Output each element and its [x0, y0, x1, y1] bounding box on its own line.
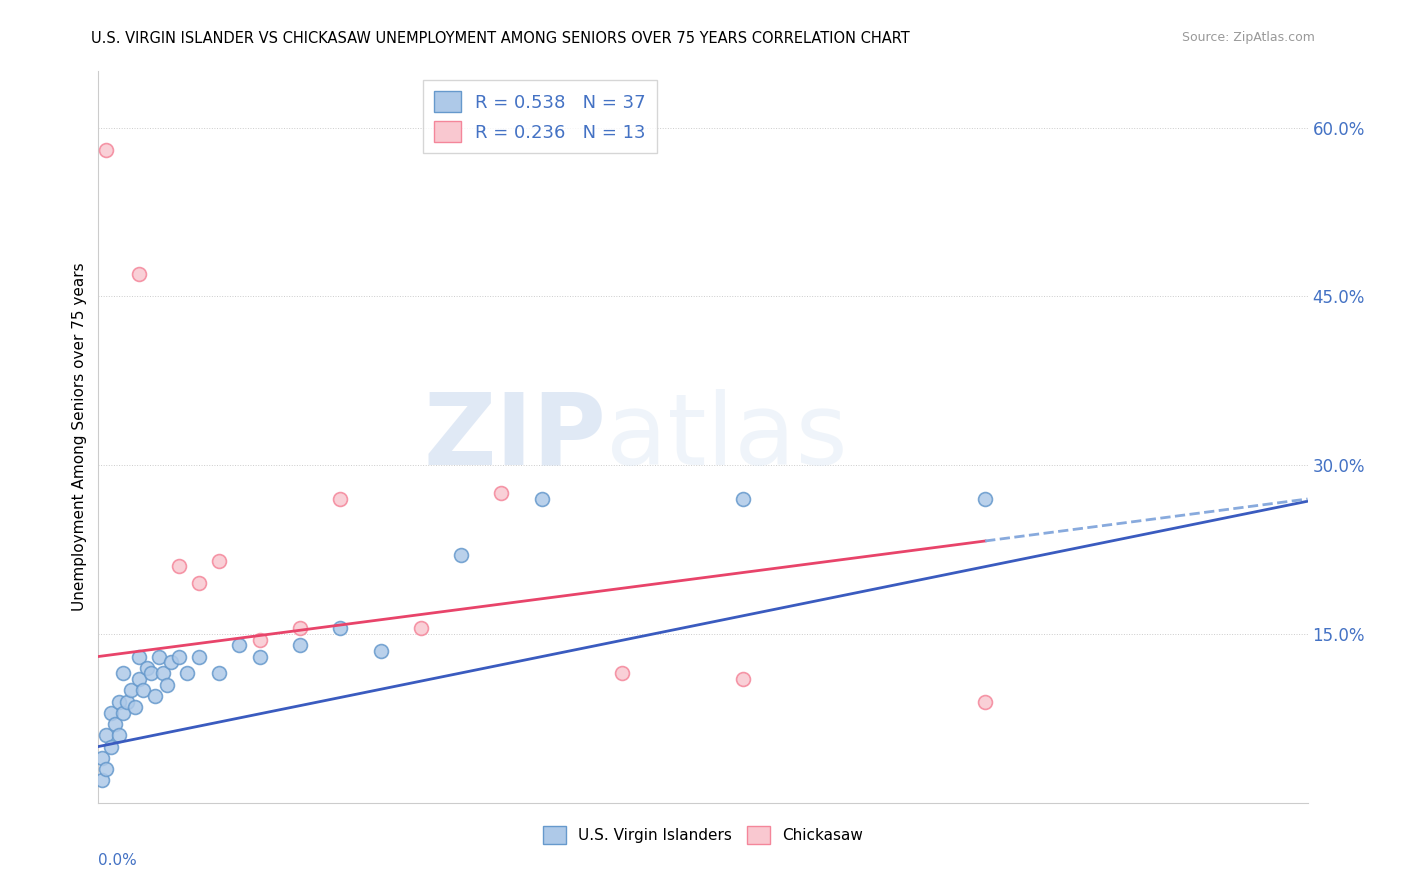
Point	[974, 694, 997, 708]
Point	[167, 559, 190, 574]
Point	[96, 728, 118, 742]
Point	[148, 649, 170, 664]
Text: U.S. VIRGIN ISLANDER VS CHICKASAW UNEMPLOYMENT AMONG SENIORS OVER 75 YEARS CORRE: U.S. VIRGIN ISLANDER VS CHICKASAW UNEMPL…	[91, 31, 910, 46]
Text: 0.0%: 0.0%	[98, 853, 138, 868]
Point	[156, 678, 179, 692]
Point	[135, 661, 157, 675]
Legend: U.S. Virgin Islanders, Chickasaw: U.S. Virgin Islanders, Chickasaw	[537, 820, 869, 850]
Point	[370, 644, 392, 658]
Point	[128, 672, 150, 686]
Point	[103, 717, 125, 731]
Point	[329, 621, 352, 635]
Point	[128, 649, 150, 664]
Point	[612, 666, 634, 681]
Point	[107, 728, 129, 742]
Point	[111, 706, 134, 720]
Y-axis label: Unemployment Among Seniors over 75 years: Unemployment Among Seniors over 75 years	[72, 263, 87, 611]
Point	[111, 666, 134, 681]
Point	[288, 638, 311, 652]
Point	[132, 683, 155, 698]
Point	[249, 632, 271, 647]
Point	[91, 751, 114, 765]
Point	[288, 621, 311, 635]
Point	[152, 666, 174, 681]
Point	[100, 706, 122, 720]
Point	[143, 689, 166, 703]
Point	[974, 491, 997, 506]
Point	[96, 762, 118, 776]
Text: ZIP: ZIP	[423, 389, 606, 485]
Point	[409, 621, 432, 635]
Point	[733, 491, 755, 506]
Point	[107, 694, 129, 708]
Point	[176, 666, 198, 681]
Point	[329, 491, 352, 506]
Point	[208, 666, 231, 681]
Point	[124, 700, 146, 714]
Point	[188, 649, 211, 664]
Point	[188, 576, 211, 591]
Point	[96, 143, 118, 157]
Text: Source: ZipAtlas.com: Source: ZipAtlas.com	[1181, 31, 1315, 45]
Point	[450, 548, 472, 562]
Point	[139, 666, 162, 681]
Point	[160, 655, 183, 669]
Point	[100, 739, 122, 754]
Point	[530, 491, 553, 506]
Point	[115, 694, 138, 708]
Point	[733, 672, 755, 686]
Text: atlas: atlas	[606, 389, 848, 485]
Point	[491, 486, 513, 500]
Point	[91, 773, 114, 788]
Point	[120, 683, 142, 698]
Point	[249, 649, 271, 664]
Point	[167, 649, 190, 664]
Point	[208, 554, 231, 568]
Point	[228, 638, 250, 652]
Point	[128, 267, 150, 281]
